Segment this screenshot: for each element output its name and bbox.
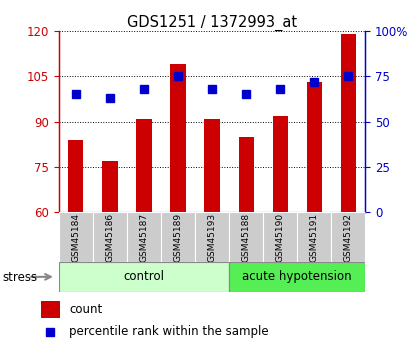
Bar <box>59 262 229 292</box>
Bar <box>341 34 356 212</box>
Bar <box>136 119 152 212</box>
Bar <box>263 212 297 262</box>
Text: GSM45188: GSM45188 <box>241 213 251 262</box>
Text: stress: stress <box>2 270 37 284</box>
Text: GSM45186: GSM45186 <box>105 213 114 262</box>
Bar <box>229 212 263 262</box>
Bar <box>273 116 288 212</box>
Bar <box>307 82 322 212</box>
Text: control: control <box>123 270 165 283</box>
Bar <box>205 119 220 212</box>
Bar <box>42 301 60 318</box>
Bar <box>102 161 118 212</box>
Text: GSM45187: GSM45187 <box>139 213 148 262</box>
Text: acute hypotension: acute hypotension <box>242 270 352 283</box>
Title: GDS1251 / 1372993_at: GDS1251 / 1372993_at <box>127 15 297 31</box>
Bar <box>68 140 84 212</box>
Text: GSM45190: GSM45190 <box>276 213 285 262</box>
Text: GSM45192: GSM45192 <box>344 213 353 262</box>
Text: count: count <box>69 303 102 316</box>
Bar <box>229 262 365 292</box>
Bar <box>297 212 331 262</box>
Text: percentile rank within the sample: percentile rank within the sample <box>69 325 269 338</box>
Bar <box>331 212 365 262</box>
Text: GSM45184: GSM45184 <box>71 213 80 262</box>
Text: GSM45191: GSM45191 <box>310 213 319 262</box>
Bar <box>171 64 186 212</box>
Bar <box>161 212 195 262</box>
Bar <box>127 212 161 262</box>
Bar <box>239 137 254 212</box>
Text: GSM45193: GSM45193 <box>207 213 217 262</box>
Bar <box>93 212 127 262</box>
Text: GSM45189: GSM45189 <box>173 213 183 262</box>
Bar <box>59 212 93 262</box>
Bar <box>195 212 229 262</box>
